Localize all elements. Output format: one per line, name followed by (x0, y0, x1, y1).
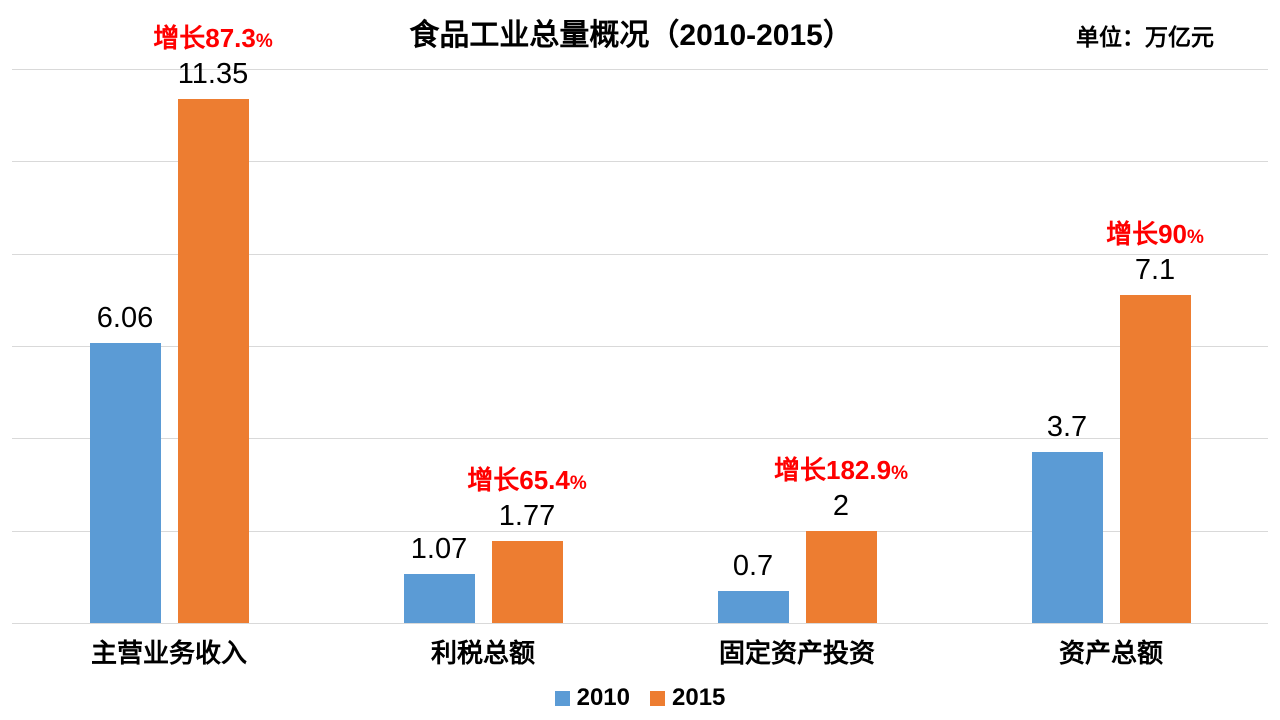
x-axis-label-group1: 主营业务收入 (90, 638, 248, 668)
growth-label-group2: 增长65.4% (467, 465, 587, 495)
gridline-y-8 (12, 254, 1268, 255)
growth-label-text: 增长65.4 (467, 465, 570, 496)
bar-2015-group4 (1119, 295, 1191, 623)
legend-swatch-2015-icon (650, 690, 665, 706)
gridline-y-0 (12, 623, 1268, 624)
legend-label-2010: 2010 (576, 684, 630, 711)
growth-label-percent-sign: % (255, 31, 273, 52)
value-label-2015-group2: 1.77 (498, 500, 556, 533)
bar-2015-group2 (491, 541, 563, 623)
legend: 2010 2015 (0, 684, 1280, 712)
growth-label-text: 增长87.3 (153, 23, 256, 53)
growth-label-percent-sign: % (1187, 227, 1204, 249)
bar-2010-group2 (403, 573, 475, 623)
chart-title: 食品工业总量概况（2010-2015） (409, 19, 853, 52)
value-label-2010-group3: 0.7 (732, 549, 774, 582)
growth-label-percent-sign: % (891, 462, 908, 484)
gridline-y-12 (12, 69, 1268, 70)
gridline-y-2 (12, 531, 1268, 532)
value-label-2015-group4: 7.1 (1134, 254, 1176, 287)
gridline-y-4 (12, 438, 1268, 439)
legend-swatch-2010-icon (554, 690, 570, 706)
growth-label-group3: 增长182.9% (774, 455, 908, 485)
x-axis-label-group3: 固定资产投资 (718, 638, 876, 668)
growth-label-text: 增长182.9 (774, 454, 892, 485)
bar-2010-group3 (717, 590, 789, 623)
value-label-2015-group1: 11.35 (177, 58, 249, 90)
x-axis-label-group4: 资产总额 (1058, 638, 1164, 668)
bar-2015-group3 (805, 530, 877, 623)
value-label-2010-group4: 3.7 (1046, 411, 1088, 444)
value-label-2015-group3: 2 (832, 489, 850, 522)
growth-label-group1: 增长87.3% (153, 23, 273, 53)
gridline-y-10 (12, 161, 1268, 162)
legend-label-2015: 2015 (672, 684, 726, 711)
value-label-2010-group1: 6.06 (96, 302, 154, 335)
x-axis-label-group2: 利税总额 (430, 638, 536, 668)
legend-item-2010: 2010 (554, 684, 630, 712)
gridline-y-6 (12, 346, 1268, 347)
growth-label-group4: 增长90% (1106, 219, 1204, 249)
legend-item-2015: 2015 (650, 684, 725, 712)
unit-label: 单位：万亿元 (1076, 24, 1214, 50)
value-label-2010-group2: 1.07 (410, 532, 468, 565)
bar-2015-group1 (177, 99, 249, 623)
growth-label-text: 增长90 (1106, 219, 1188, 250)
growth-label-percent-sign: % (569, 473, 587, 495)
bar-2010-group4 (1031, 452, 1103, 623)
bar-2010-group1 (89, 343, 161, 623)
